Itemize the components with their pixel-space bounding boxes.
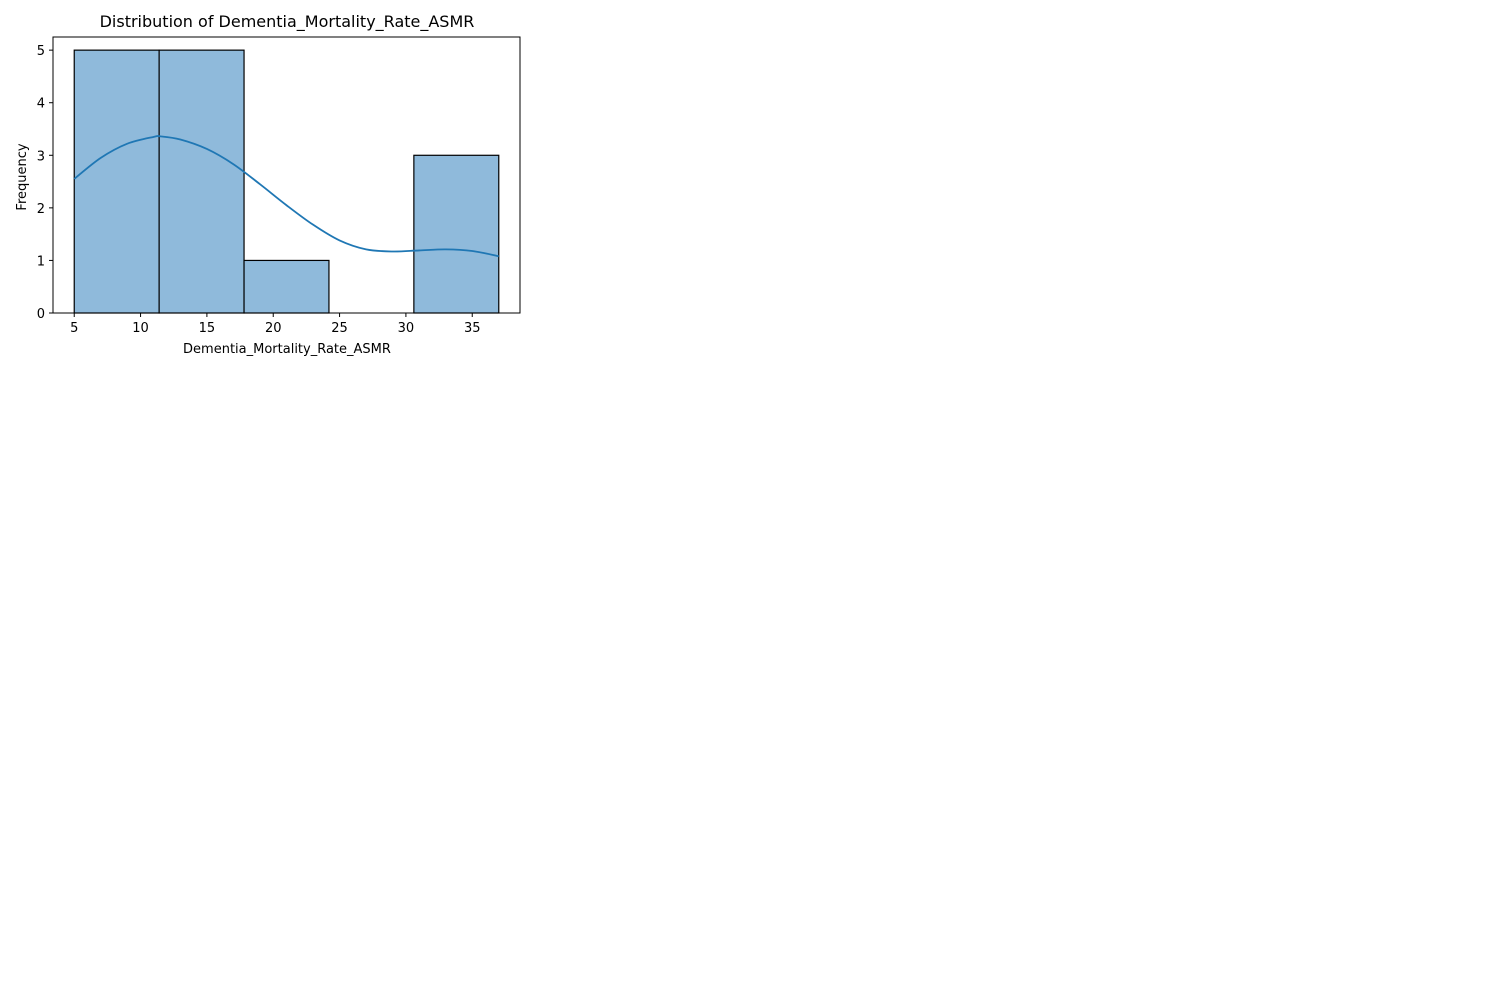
x-tick-label: 25: [331, 321, 348, 336]
histogram-bar-5: [413, 154, 500, 314]
x-tick-label: 15: [199, 321, 216, 336]
plot-area: 5 10 15 20 25 30 35 0 1 2 3 4 5: [37, 36, 521, 336]
x-tick-label: 20: [265, 321, 282, 336]
y-tick-label: 3: [37, 149, 45, 164]
kde-curve: [73, 135, 499, 258]
y-tick-label: 2: [37, 202, 45, 217]
x-tick-label: 10: [132, 321, 149, 336]
histogram-bar-2: [158, 49, 245, 314]
histogram-bar-3: [243, 259, 330, 314]
y-tick-label: 0: [37, 307, 45, 322]
x-axis-label: Dementia_Mortality_Rate_ASMR: [183, 342, 391, 357]
y-tick-label: 1: [37, 254, 45, 269]
axes-frame: [52, 36, 521, 314]
y-tick-label: 4: [37, 97, 45, 112]
y-axis-label: Frequency: [15, 143, 30, 210]
y-tick-label: 5: [37, 44, 45, 59]
chart-title: Distribution of Dementia_Mortality_Rate_…: [100, 12, 475, 32]
histogram-bar-1: [73, 49, 160, 314]
x-tick-label: 5: [70, 321, 78, 336]
x-tick-label: 30: [398, 321, 415, 336]
x-tick-label: 35: [464, 321, 481, 336]
